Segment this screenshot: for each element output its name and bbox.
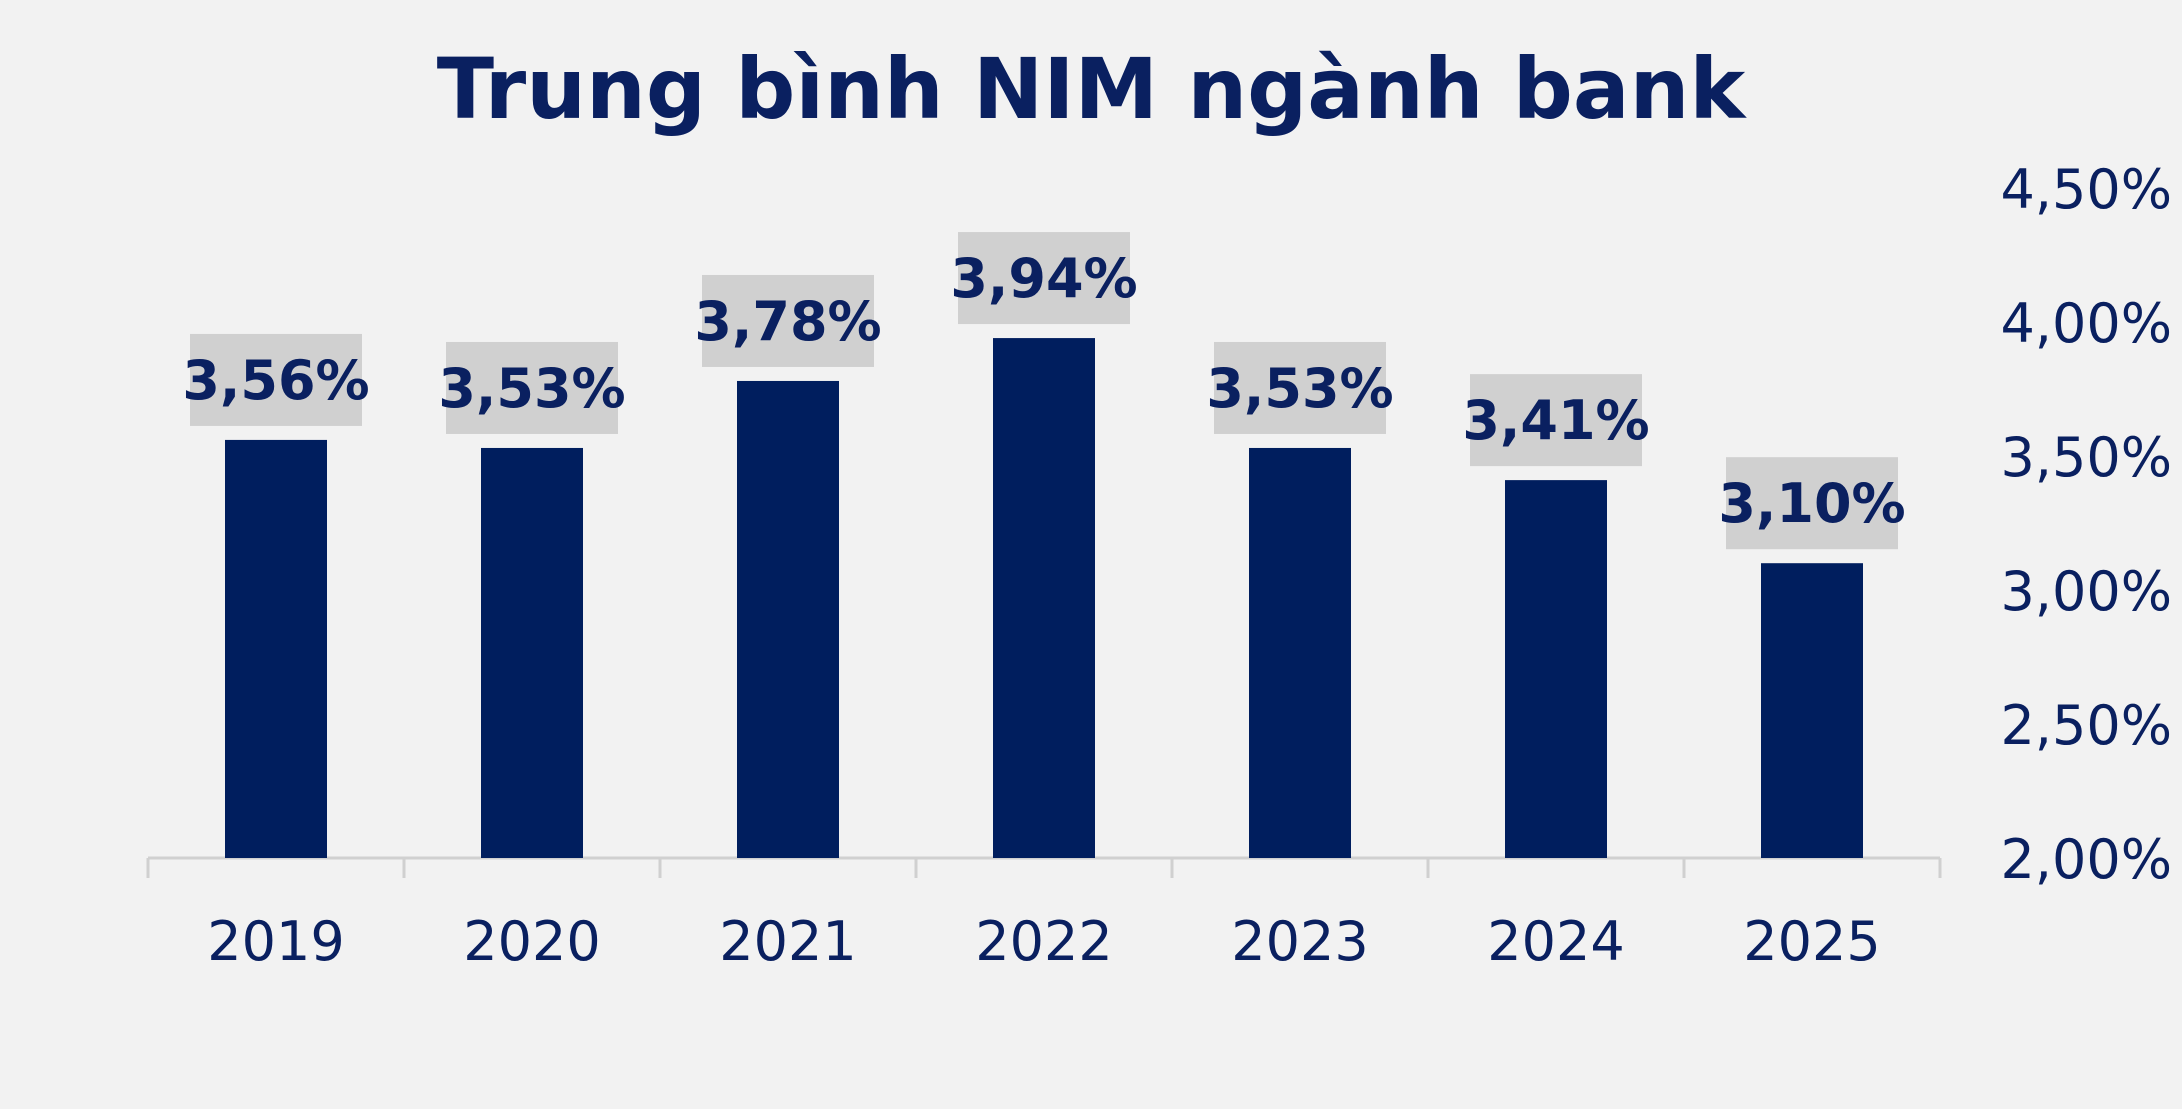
bar	[737, 380, 839, 858]
data-label-box	[1214, 341, 1386, 434]
y-axis-tick-labels: 2,00% 2,50% 3,00% 3,50% 4,00% 4,50%	[2000, 158, 2172, 891]
x-tick-label: 2022	[975, 910, 1112, 973]
x-tick-label: 2021	[719, 910, 856, 973]
bar	[225, 439, 327, 858]
y-tick-label: 3,00%	[2000, 560, 2172, 623]
bar	[993, 338, 1095, 859]
data-label: 3,10%	[1718, 472, 1905, 535]
data-label: 3,78%	[694, 290, 881, 353]
y-tick-label: 4,00%	[2000, 292, 2172, 355]
data-label: 3,53%	[438, 357, 625, 420]
x-tick-label: 2025	[1743, 910, 1880, 973]
x-axis: 2019 2020 2021 2022 2023 2024 2025	[146, 856, 1942, 973]
bar	[481, 447, 583, 858]
x-tick-label: 2023	[1231, 910, 1368, 973]
y-tick-label: 2,50%	[2000, 694, 2172, 757]
y-tick-label: 2,00%	[2000, 828, 2172, 891]
data-labels-group: 3,56% 3,53% 3,78% 3,94% 3,53% 3,41% 3,10%	[182, 232, 1906, 550]
data-label: 3,53%	[1206, 357, 1393, 420]
data-label-box	[1726, 457, 1898, 550]
chart-title: Trung bình NIM ngành bank	[437, 40, 1748, 138]
data-label-box	[446, 341, 618, 434]
bar	[1761, 563, 1863, 858]
data-label: 3,56%	[182, 349, 369, 412]
bar	[1505, 480, 1607, 858]
x-tick-label: 2019	[207, 910, 344, 973]
y-tick-label: 3,50%	[2000, 426, 2172, 489]
data-label-box	[958, 232, 1130, 325]
y-tick-label: 4,50%	[2000, 158, 2172, 221]
data-label-box	[702, 274, 874, 367]
data-label: 3,41%	[1462, 389, 1649, 452]
bars-group	[225, 338, 1863, 859]
bar	[1249, 447, 1351, 858]
data-label-box	[190, 333, 362, 426]
x-tick-label: 2020	[463, 910, 600, 973]
x-tick-label: 2024	[1487, 910, 1624, 973]
data-label-box	[1470, 374, 1642, 467]
data-label: 3,94%	[950, 247, 1137, 310]
